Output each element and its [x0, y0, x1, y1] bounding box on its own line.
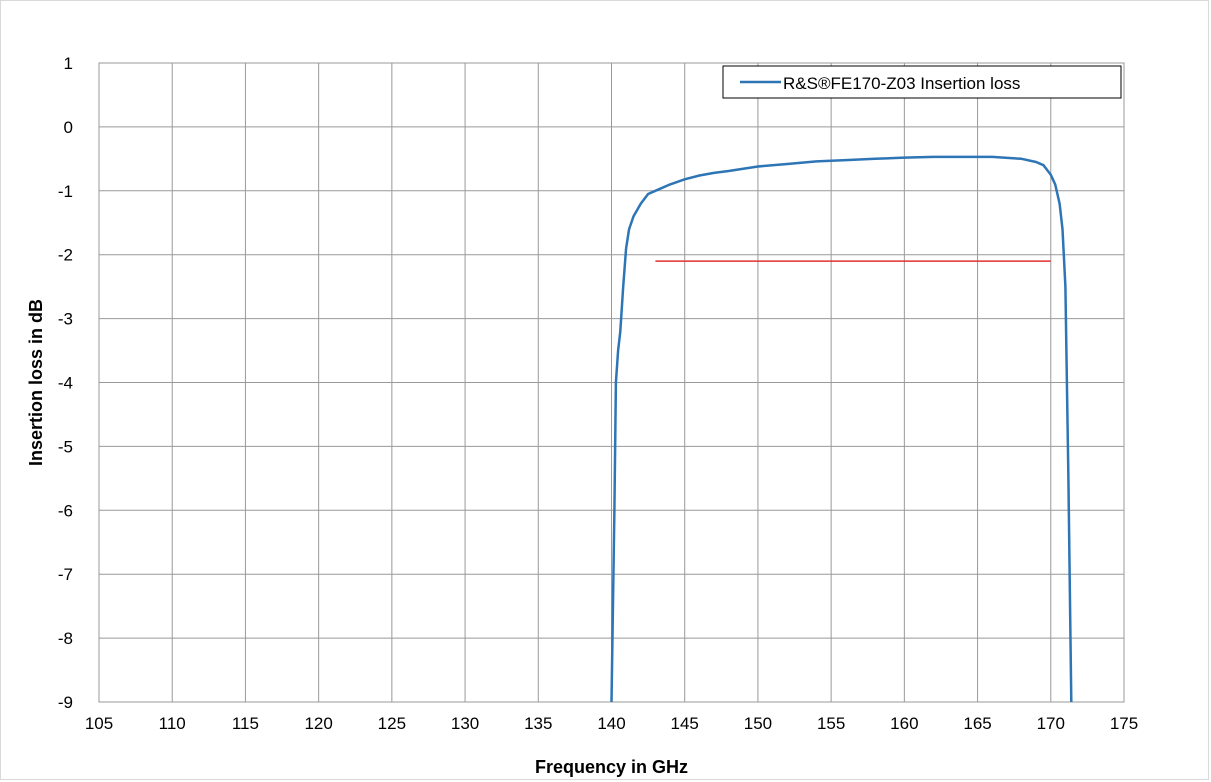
- x-tick-label: 135: [524, 714, 552, 733]
- x-tick-label: 170: [1037, 714, 1065, 733]
- legend-box: [722, 65, 1122, 99]
- series-line-insertion-loss: [610, 155, 1073, 703]
- x-tick-label: 140: [597, 714, 625, 733]
- y-tick-labels: 1 0 -1 -2 -3 -4 -5 -6 -7 -8 -9: [58, 54, 73, 712]
- y-tick-label: -8: [58, 629, 73, 648]
- y-tick-label: -2: [58, 246, 73, 265]
- x-tick-label: 150: [744, 714, 772, 733]
- y-tick-label: -3: [58, 310, 73, 329]
- y-tick-label: 1: [64, 54, 73, 73]
- y-tick-label: -5: [58, 437, 73, 456]
- y-tick-label: -7: [58, 565, 73, 584]
- x-tick-label: 115: [232, 714, 259, 733]
- y-tick-label: -4: [58, 374, 73, 393]
- legend-label-insertion-loss: R&S®FE170-Z03 Insertion loss: [783, 74, 1020, 93]
- grid-lines: [98, 62, 1125, 703]
- y-tick-label: -9: [58, 693, 73, 712]
- y-tick-label: -6: [58, 501, 73, 520]
- x-axis-title: Frequency in GHz: [535, 757, 688, 777]
- x-tick-label: 110: [159, 714, 186, 733]
- x-tick-label: 175: [1110, 714, 1138, 733]
- y-tick-label: -1: [58, 182, 73, 201]
- legend: R&S®FE170-Z03 Insertion loss: [722, 65, 1122, 99]
- series-layer: [610, 155, 1073, 703]
- x-tick-label: 125: [378, 714, 406, 733]
- x-tick-label: 155: [817, 714, 845, 733]
- y-axis-title: Insertion loss in dB: [26, 299, 46, 466]
- y-tick-label: 0: [64, 118, 73, 137]
- x-tick-label: 165: [963, 714, 991, 733]
- x-tick-label: 105: [85, 714, 113, 733]
- x-tick-label: 145: [671, 714, 699, 733]
- x-tick-label: 120: [304, 714, 332, 733]
- x-tick-label: 130: [451, 714, 479, 733]
- x-tick-labels: 105 110 115 120 125 130 135 140 145 150 155 160 165 1…: [85, 714, 1138, 733]
- x-tick-label: 160: [890, 714, 918, 733]
